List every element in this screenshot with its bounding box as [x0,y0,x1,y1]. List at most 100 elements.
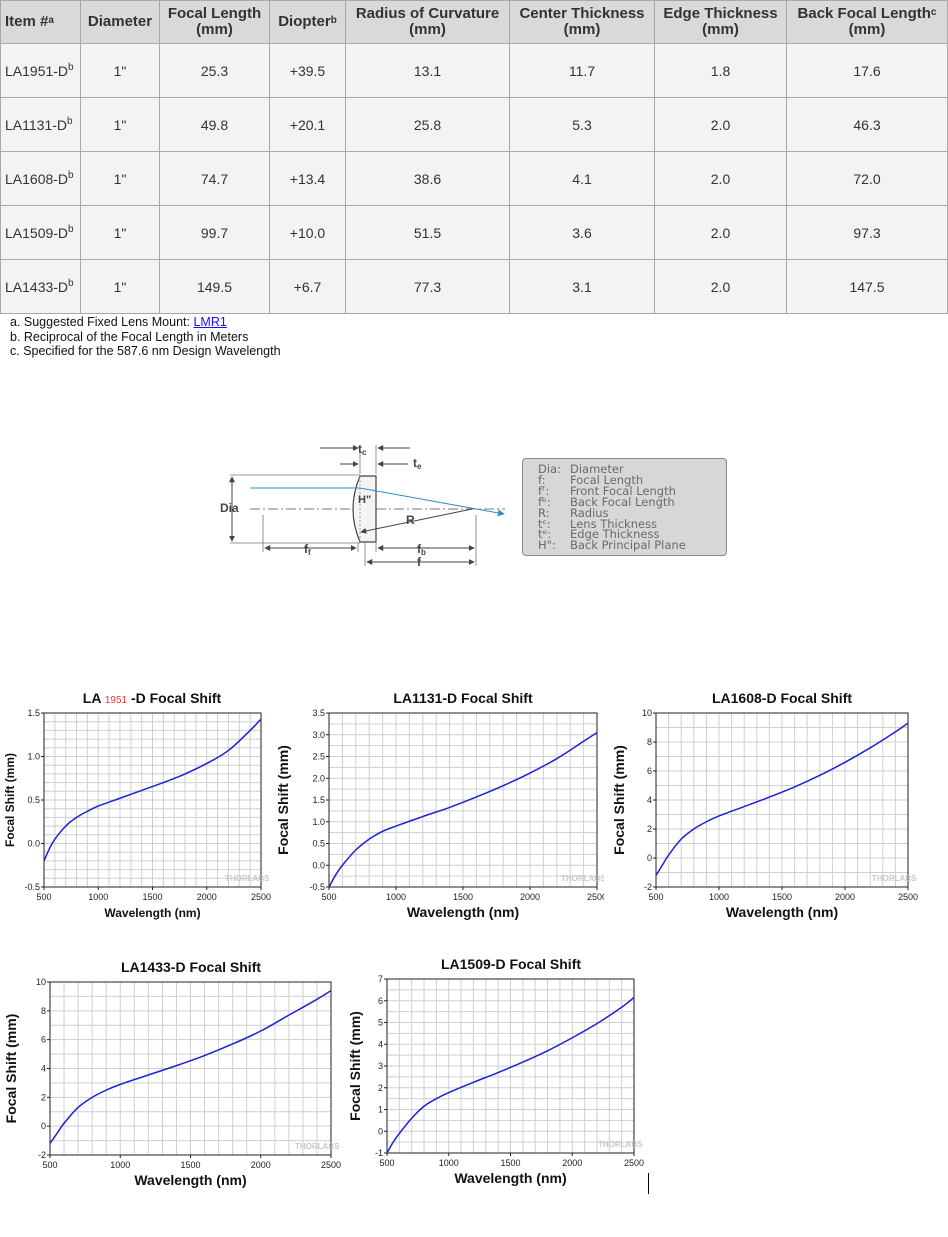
cell-bfl: 46.3 [786,97,948,152]
legend-value: Focal Length [570,472,644,487]
cell-radius: 77.3 [345,259,510,314]
label-r: R [406,513,415,527]
y-tick-label: 5 [378,1018,383,1028]
y-tick-label: 1.0 [27,752,40,762]
cell-diopter: +13.4 [269,151,346,206]
y-tick-label: 2 [378,1083,383,1093]
y-axis-label: Focal Shift (mm) [3,1014,19,1124]
chart-title: LA1608-D Focal Shift [712,690,852,706]
legend-key: Dia: [538,462,561,476]
chart-la1433-focal-shift: LA1433-D Focal Shift 500 1000 1500 2000 2500 -… [3,959,341,1188]
col-header-item: Item #a [0,0,81,44]
thorlabs-watermark: THORLABS [872,874,917,883]
cell-diopter: +39.5 [269,43,346,98]
y-tick-label: 1.0 [312,817,325,827]
x-tick-label: 500 [379,1158,394,1168]
y-tick-label: 3 [378,1061,383,1071]
x-tick-label: 2500 [898,892,918,902]
x-tick-label: 1500 [772,892,792,902]
y-tick-label: -0.5 [24,882,40,892]
x-axis-label: Wavelength (nm) [407,904,519,920]
col-header-radius: Radius of Curvature (mm) [345,0,510,44]
legend-row: R: Radius [538,505,726,520]
focal-shift-curve [43,718,262,862]
y-tick-label: 1 [378,1105,383,1115]
x-tick-label: 2000 [562,1158,582,1168]
cell-radius: 51.5 [345,205,510,260]
y-tick-label: 4 [41,1064,46,1074]
chart-la1951-focal-shift: LA 1951 -D Focal Shift 500 1000 1500 2000 250… [3,690,271,920]
cell-item-number: LA1433-Db [0,259,81,314]
chart-title: LA1433-D Focal Shift [121,959,261,975]
cell-edge: 2.0 [654,151,787,206]
y-tick-label: 2.0 [312,773,325,783]
y-tick-label: -2 [38,1150,46,1160]
thorlabs-watermark: THORLABS [561,874,604,883]
cell-bfl: 72.0 [786,151,948,206]
chart-la1608-focal-shift: LA1608-D Focal Shift 500 1000 1500 2000 2500 -… [611,690,918,920]
chart-title: LA1131-D Focal Shift [393,690,533,706]
cell-item-number: LA1608-Db [0,151,81,206]
cell-item-number: LA1509-Db [0,205,81,260]
x-tick-label: 2000 [197,892,217,902]
y-tick-label: 6 [378,996,383,1006]
legend-key: H": [538,538,556,553]
y-tick-label: -1 [375,1148,383,1158]
thorlabs-watermark: THORLABS [295,1142,340,1151]
legend-row: f: Focal Length [538,472,726,487]
cell-bfl: 17.6 [786,43,948,98]
cell-center: 4.1 [509,151,655,206]
x-axis-label: Wavelength (nm) [104,906,200,920]
legend-key: R: [538,505,550,520]
label-ff: ff [304,542,311,557]
legend-key: fᶠ: [538,483,550,498]
label-dia: Dia [220,501,239,515]
legend-row: tᵉ: Edge Thickness [538,529,726,540]
cell-focal: 49.8 [159,97,270,152]
focal-shift-curve [386,996,635,1154]
y-tick-label: 2.5 [312,752,325,762]
label-te: te [413,456,422,471]
cell-item-number: LA1131-Db [0,97,81,152]
cell-radius: 13.1 [345,43,510,98]
x-tick-label: 1000 [88,892,108,902]
cell-diopter: +10.0 [269,205,346,260]
y-tick-label: 8 [647,737,652,747]
y-tick-label: 4 [378,1039,383,1049]
plano-convex-lens [352,475,377,543]
y-tick-label: 6 [647,766,652,776]
col-header-edge-thickness: Edge Thickness (mm) [654,0,787,44]
x-tick-label: 500 [321,892,336,902]
col-header-diameter: Diameter [80,0,160,44]
y-tick-label: 8 [41,1006,46,1016]
x-tick-label: 2500 [321,1160,341,1170]
label-back-principal-plane: H" [358,494,371,506]
x-tick-label: 2500 [587,892,604,902]
y-tick-label: 3.5 [312,708,325,718]
text-cursor [648,1173,649,1194]
light-ray-out [359,487,505,517]
legend-value: Radius [570,505,609,520]
y-tick-label: -2 [644,882,652,892]
legend-row: H": Back Principal Plane [538,540,726,551]
label-fb: fb [417,542,426,557]
cell-focal: 149.5 [159,259,270,314]
cell-edge: 1.8 [654,43,787,98]
y-tick-label: 1.5 [312,795,325,805]
legend-value: Diameter [570,462,624,476]
cell-edge: 2.0 [654,205,787,260]
cell-diameter: 1" [80,43,160,98]
cell-diopter: +20.1 [269,97,346,152]
cell-center: 11.7 [509,43,655,98]
legend-value: Back Principal Plane [570,538,686,553]
y-tick-label: 10 [36,977,46,987]
lmr1-link[interactable]: LMR1 [193,315,227,329]
y-axis-label: Focal Shift (mm) [3,753,17,847]
y-axis-label: Focal Shift (mm) [275,745,291,855]
legend-row: fᵇ: Back Focal Length [538,494,726,509]
legend-key: fᵇ: [538,494,551,509]
x-tick-label: 2500 [251,892,271,902]
y-axis-label: Focal Shift (mm) [347,1011,363,1121]
chart-la1509-focal-shift: LA1509-D Focal Shift 500 1000 1500 2000 2500 -… [347,956,644,1186]
legend-row: Dia: Diameter [538,462,726,476]
